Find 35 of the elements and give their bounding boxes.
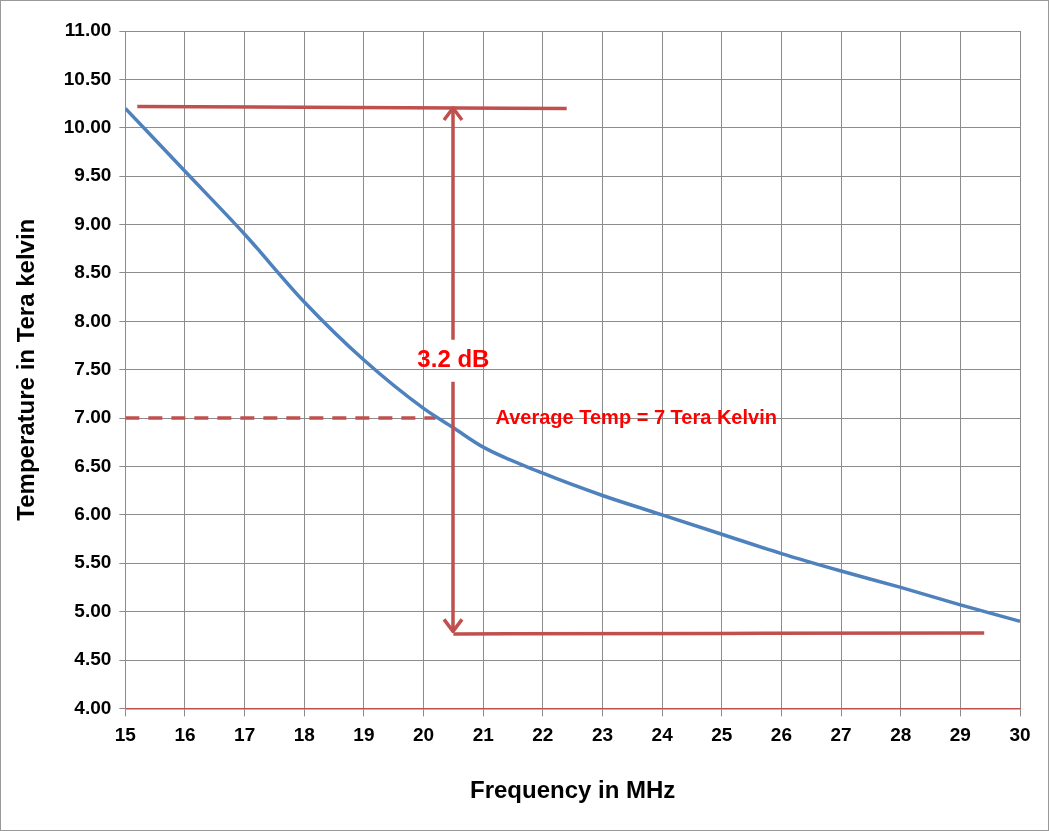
x-axis-title: Frequency in MHz [469,776,676,804]
annotation: Average Temp = 7 Tera Kelvin [495,405,777,428]
y-tick-label: 10.50 [63,67,112,89]
x-tick-label: 19 [353,724,375,746]
x-tick-label: 15 [114,724,137,746]
y-tick-label: 7.50 [74,357,112,379]
x-tick-label: 27 [830,724,852,746]
x-tick-label: 23 [591,724,614,746]
y-tick-label: 4.50 [74,648,112,670]
y-tick-label: 4.00 [74,696,112,718]
x-tick-label: 28 [890,724,912,746]
x-tick-label: 20 [412,724,435,746]
y-tick-label: 10.00 [63,116,112,138]
x-tick-label: 22 [532,724,554,746]
y-tick-label: 8.50 [74,261,112,283]
annotation: 3.2 dB [417,344,490,372]
y-tick-label: 5.00 [74,599,112,621]
x-tick-label: 17 [234,724,256,746]
x-tick-label: 21 [472,724,495,746]
x-tick-label: 29 [949,724,971,746]
y-axis-title: Temperature in Tera kelvin [12,218,40,521]
x-tick-label: 25 [711,724,733,746]
y-tick-label: 9.50 [74,164,112,186]
y-tick-label: 11.00 [64,19,112,41]
y-tick-label: 6.00 [74,503,112,525]
x-tick-label: 16 [174,724,196,746]
x-tick-label: 18 [293,724,315,746]
y-tick-label: 9.00 [74,212,112,234]
x-tick-label: 26 [770,724,792,746]
y-tick-label: 6.50 [74,454,112,476]
x-tick-label: 24 [651,724,674,746]
y-tick-label: 8.00 [74,309,112,331]
y-tick-label: 7.00 [74,406,112,428]
y-tick-label: 5.50 [74,551,112,573]
x-tick-label: 30 [1009,724,1031,746]
